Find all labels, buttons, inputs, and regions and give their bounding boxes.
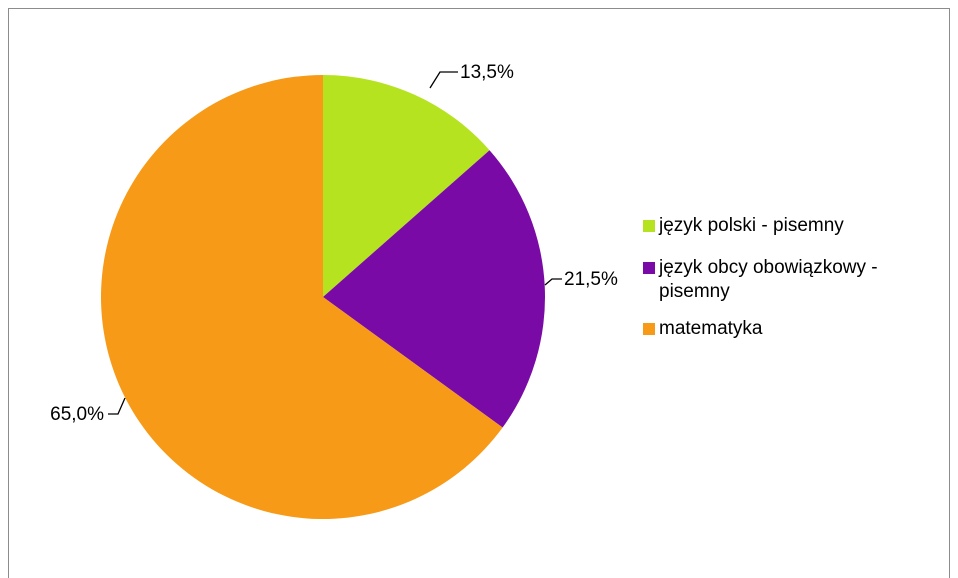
- data-label-foreign-language: 21,5%: [564, 269, 618, 290]
- leader-lines: [108, 71, 562, 415]
- legend: język polski - pisemny język obcy obowią…: [643, 214, 943, 359]
- legend-swatch-foreign-language: [643, 262, 655, 274]
- legend-label-foreign-language: język obcy obowiązkowy - pisemny: [659, 257, 878, 302]
- leader-line: [108, 397, 126, 415]
- legend-item-foreign-language: język obcy obowiązkowy - pisemny: [643, 256, 943, 304]
- slice-polish: [323, 75, 490, 297]
- legend-label-math: matematyka: [659, 318, 763, 339]
- data-label-math: 65,0%: [50, 404, 104, 425]
- slice-math: [100, 75, 503, 519]
- leader-line: [429, 71, 458, 89]
- pie-slices: [100, 75, 545, 519]
- legend-swatch-polish: [643, 220, 655, 232]
- legend-item-polish: język polski - pisemny: [643, 214, 943, 238]
- leader-line: [544, 278, 562, 286]
- slice-foreign-language: [323, 150, 545, 428]
- legend-item-math: matematyka: [643, 317, 943, 341]
- legend-swatch-math: [643, 323, 655, 335]
- legend-label-polish: język polski - pisemny: [659, 215, 844, 236]
- data-labels: 13,5% 21,5% 65,0%: [50, 62, 618, 425]
- data-label-polish: 13,5%: [460, 62, 514, 83]
